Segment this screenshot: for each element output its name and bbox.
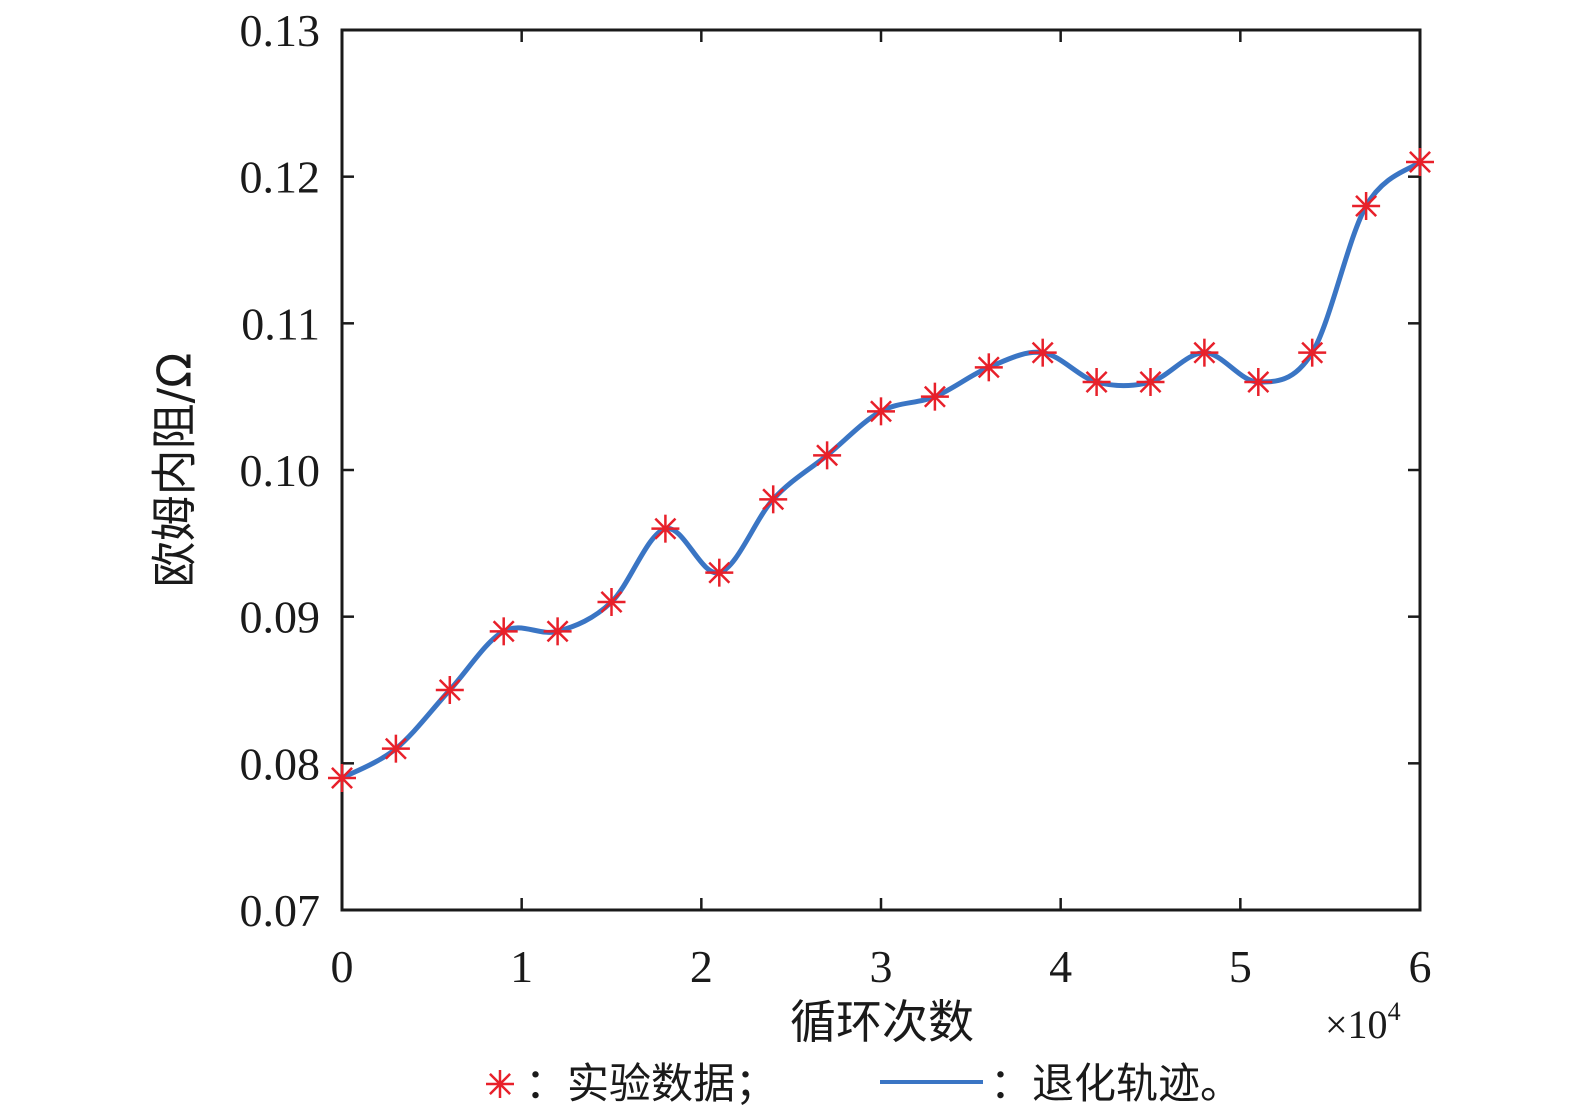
data-point <box>974 353 1003 382</box>
data-point <box>543 617 572 646</box>
y-tick-label: 0.13 <box>240 5 321 56</box>
x-axis-multiplier-exponent: 4 <box>1388 997 1401 1026</box>
data-point <box>651 514 680 543</box>
data-point <box>867 397 895 426</box>
x-tick-label: 3 <box>870 941 893 992</box>
x-axis-title: 循环次数 <box>790 995 974 1049</box>
plot-area <box>340 28 1422 912</box>
x-tick-label: 6 <box>1409 941 1432 992</box>
data-point <box>813 441 842 470</box>
data-point <box>920 382 949 411</box>
x-axis-multiplier-base: ×10 <box>1325 1002 1388 1047</box>
x-axis-multiplier: ×104 <box>1325 997 1401 1047</box>
data-point <box>381 734 410 763</box>
legend-scatter-marker <box>486 1070 514 1098</box>
y-tick-label: 0.10 <box>240 445 321 496</box>
legend-asterisk <box>486 1070 514 1098</box>
series-line-degradation <box>339 159 1423 781</box>
data-point <box>435 676 464 704</box>
data-point <box>328 764 356 792</box>
x-tick-label: 2 <box>690 941 713 992</box>
data-point <box>489 617 518 646</box>
y-axis: 0.07 0.08 0.09 0.10 0.11 0.12 0.13 <box>240 5 1420 936</box>
legend-scatter-label: ：实验数据； <box>525 1059 777 1108</box>
y-axis-title: 欧姆内阻/Ω <box>148 353 202 588</box>
series-line-group <box>339 159 1423 781</box>
x-axis: 0 1 2 3 4 5 6 <box>331 30 1432 992</box>
y-tick-label: 0.09 <box>240 592 321 643</box>
data-point <box>1028 338 1057 367</box>
y-tick-label: 0.07 <box>240 885 321 936</box>
data-point <box>1190 338 1219 367</box>
series-points-group <box>328 148 1434 792</box>
data-point <box>1136 368 1165 396</box>
y-tick-label: 0.08 <box>240 738 321 789</box>
x-tick-label: 5 <box>1229 941 1252 992</box>
y-tick-label: 0.11 <box>241 298 320 349</box>
data-point <box>1082 368 1111 396</box>
x-tick-label: 0 <box>331 941 354 992</box>
plot-border <box>340 28 1422 912</box>
data-point <box>759 485 788 514</box>
y-tick-label: 0.12 <box>240 152 321 203</box>
x-tick-label: 1 <box>510 941 533 992</box>
data-point <box>1244 368 1273 396</box>
data-point <box>597 588 626 616</box>
data-point <box>1298 338 1327 367</box>
legend: ：实验数据； ：退化轨迹。 <box>486 1059 1242 1108</box>
legend-line-label: ：退化轨迹。 <box>990 1059 1242 1108</box>
x-tick-label: 4 <box>1049 941 1072 992</box>
data-point <box>1352 192 1381 220</box>
data-point <box>705 558 734 587</box>
data-point <box>1406 148 1434 176</box>
